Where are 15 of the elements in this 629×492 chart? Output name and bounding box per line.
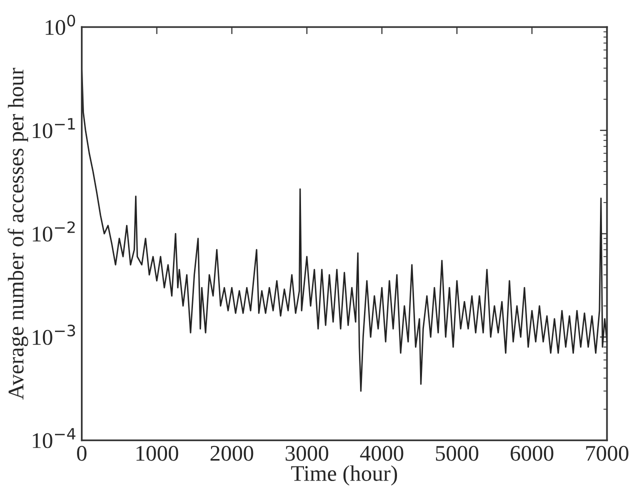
y-tick-label: 10$^{−3}$ — [32, 324, 76, 345]
x-tick-label: 6000 — [510, 446, 554, 461]
x-axis-title: Time (hour) — [291, 465, 398, 486]
x-tick-label: 0 — [77, 446, 86, 461]
x-tick-label: 4000 — [360, 446, 404, 461]
y-tick-label: 10$^{−4}$ — [32, 428, 76, 448]
y-tick-label: 10$^{−2}$ — [32, 221, 75, 242]
x-tick-label: 3000 — [286, 446, 328, 461]
x-tick-label: 2000 — [210, 446, 254, 461]
x-tick-label: 7000 — [586, 446, 628, 461]
x-tick-label: 1000 — [136, 446, 178, 461]
x-tick-label: 5000 — [436, 446, 478, 461]
y-tick-label: 10$^{−1}$ — [32, 118, 75, 138]
y-axis-title: Average number of accesses per hour — [8, 68, 28, 400]
y-tick-label: 10$^{0}$ — [46, 14, 76, 35]
